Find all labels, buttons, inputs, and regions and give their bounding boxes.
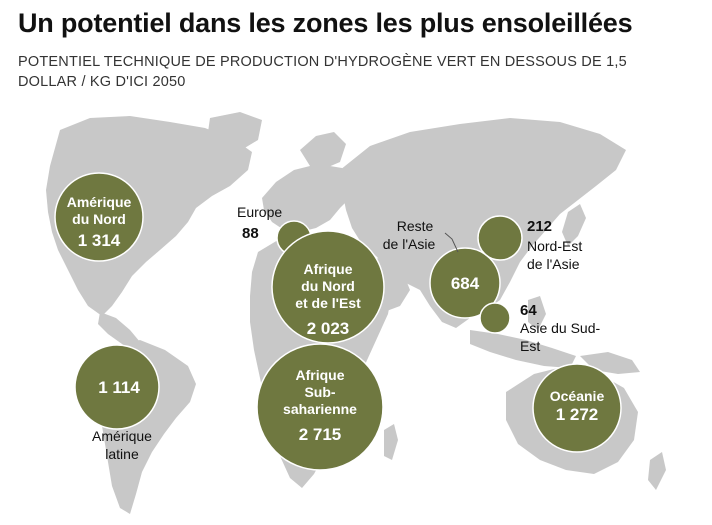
label-amerique-latine-2: latine xyxy=(105,446,139,462)
label-asie-sud-est-1: Asie du Sud- xyxy=(520,320,600,336)
leader-reste-asie xyxy=(444,232,459,253)
value-afrique-sub: 2 715 xyxy=(299,425,342,444)
label-amerique-nord-2: du Nord xyxy=(72,211,126,227)
label-oceanie: Océanie xyxy=(550,388,605,404)
label-amerique-nord-1: Amérique xyxy=(67,194,132,210)
value-asie-sud-est: 64 xyxy=(520,302,537,319)
labels-outside: Europe 88 Amérique latine Reste de l'Asi… xyxy=(92,204,600,462)
bubble-amerique-nord xyxy=(54,172,144,262)
land-europe xyxy=(262,164,356,232)
label-amerique-latine-1: Amérique xyxy=(92,428,152,444)
land-philippines xyxy=(528,296,546,330)
label-asie-sud-est-2: Est xyxy=(520,338,540,354)
label-reste-asie-1: Reste xyxy=(397,218,434,234)
bubble-reste-asie xyxy=(429,247,501,319)
label-afrique-sub-3: saharienne xyxy=(283,401,357,417)
value-amerique-nord: 1 314 xyxy=(78,231,121,250)
bubble-afrique-nord-est xyxy=(271,230,385,344)
land-north-america xyxy=(46,116,252,316)
land-sea-islands xyxy=(470,330,576,368)
bubble-asie-sud-est xyxy=(479,302,511,334)
land-new-zealand xyxy=(648,452,666,490)
label-nord-est-asie-1: Nord-Est xyxy=(527,238,582,254)
labels-inside: Amérique du Nord 1 314 1 114 Afrique du … xyxy=(67,194,605,444)
bubble-afrique-sub xyxy=(256,343,384,471)
label-afrique-sub-1: Afrique xyxy=(296,367,345,383)
land-scandinavia xyxy=(300,132,346,168)
label-afrique-sub-2: Sub- xyxy=(304,384,335,400)
value-nord-est-asie: 212 xyxy=(527,218,552,235)
value-afrique-nord: 2 023 xyxy=(307,319,350,338)
land-central-america xyxy=(98,312,140,350)
label-afrique-nord-2: du Nord xyxy=(301,278,355,294)
land-madagascar xyxy=(384,424,398,460)
label-afrique-nord-1: Afrique xyxy=(304,261,353,277)
value-amerique-latine: 1 114 xyxy=(98,378,140,397)
value-reste-asie: 684 xyxy=(451,274,480,293)
bubbles xyxy=(54,172,622,471)
label-reste-asie-2: de l'Asie xyxy=(383,236,436,252)
bubble-nord-est-asie xyxy=(477,215,523,261)
land-greenland xyxy=(208,112,262,152)
bubble-amerique-latine xyxy=(74,344,160,430)
label-europe: Europe xyxy=(237,204,282,220)
label-nord-est-asie-2: de l'Asie xyxy=(527,256,580,272)
value-oceanie: 1 272 xyxy=(556,405,599,424)
page-subtitle: POTENTIEL TECHNIQUE DE PRODUCTION D'HYDR… xyxy=(18,54,627,90)
land-japan xyxy=(562,204,586,246)
label-afrique-nord-3: et de l'Est xyxy=(295,295,361,311)
value-europe: 88 xyxy=(242,225,259,242)
bubble-oceanie xyxy=(532,363,622,453)
page-title: Un potentiel dans les zones les plus ens… xyxy=(18,8,633,38)
